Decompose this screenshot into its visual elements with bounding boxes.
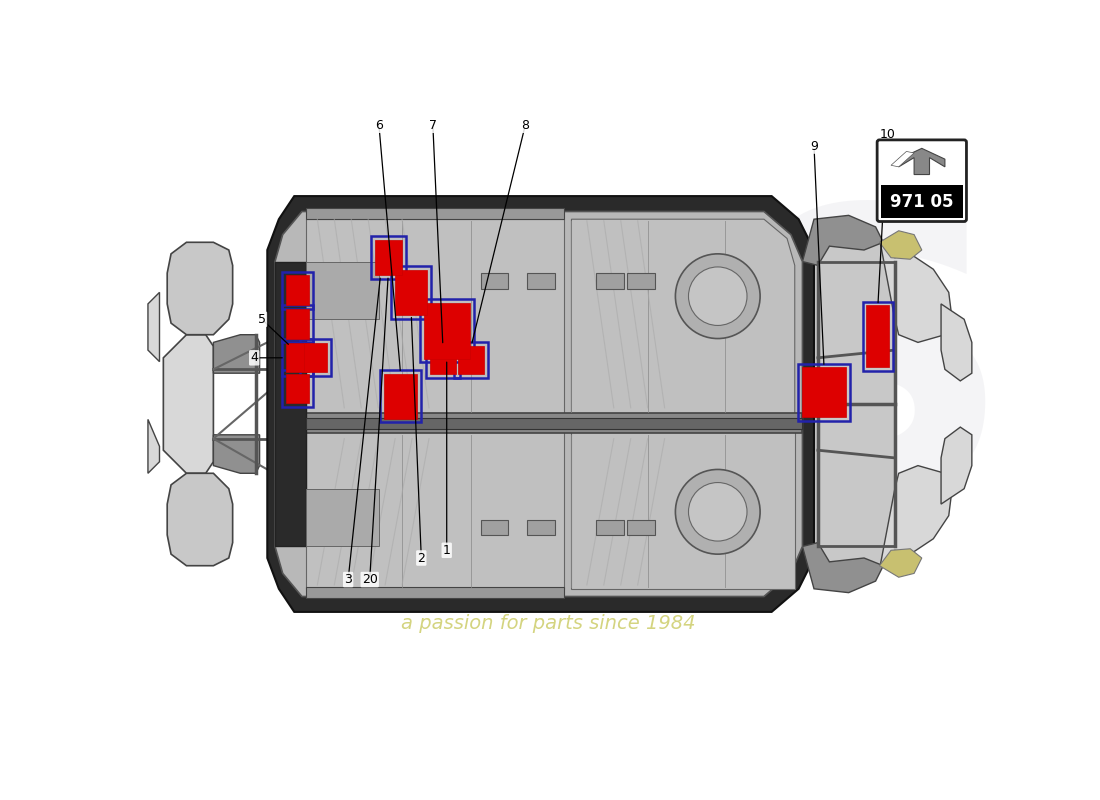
Text: 5: 5 (257, 313, 266, 326)
Bar (430, 346, 455, 374)
Bar (300, 339, 331, 376)
Bar (371, 236, 406, 279)
Polygon shape (306, 208, 563, 219)
Text: 7: 7 (429, 118, 437, 132)
Circle shape (675, 254, 760, 338)
Bar (527, 273, 554, 289)
Text: 2: 2 (417, 551, 426, 565)
Bar (305, 343, 328, 373)
Polygon shape (147, 292, 160, 362)
Polygon shape (306, 423, 563, 589)
FancyBboxPatch shape (877, 140, 967, 222)
Bar (384, 374, 418, 418)
Polygon shape (880, 230, 922, 259)
Polygon shape (167, 242, 233, 334)
Text: 8: 8 (521, 118, 529, 132)
Polygon shape (306, 489, 378, 546)
Bar (459, 346, 484, 374)
Bar (424, 303, 470, 358)
Text: 10: 10 (879, 128, 895, 141)
Circle shape (675, 470, 760, 554)
Text: 3: 3 (344, 573, 352, 586)
Polygon shape (306, 587, 563, 598)
Polygon shape (880, 549, 922, 578)
Bar (426, 342, 460, 378)
Text: 971 05: 971 05 (890, 194, 954, 211)
Polygon shape (306, 414, 803, 434)
Polygon shape (899, 148, 945, 174)
Bar (627, 273, 654, 289)
Bar (375, 240, 402, 275)
Bar (454, 342, 488, 378)
Circle shape (689, 482, 747, 541)
Bar (627, 519, 654, 535)
Polygon shape (213, 435, 260, 474)
Bar (286, 310, 309, 338)
Polygon shape (306, 219, 563, 419)
Text: ES: ES (468, 192, 1014, 570)
Bar (481, 519, 508, 535)
Bar (420, 299, 474, 362)
Polygon shape (803, 230, 895, 578)
Circle shape (689, 267, 747, 326)
Polygon shape (880, 238, 953, 342)
Polygon shape (942, 304, 972, 381)
Text: 6: 6 (375, 118, 383, 132)
Bar (286, 343, 309, 373)
Text: a passion for parts since 1984: a passion for parts since 1984 (402, 614, 695, 633)
Polygon shape (803, 542, 883, 593)
Polygon shape (267, 196, 814, 612)
Polygon shape (880, 466, 953, 570)
Bar (867, 306, 890, 367)
Bar (282, 271, 312, 309)
Polygon shape (306, 262, 378, 319)
Bar (282, 339, 312, 376)
Bar (862, 302, 893, 371)
Bar (282, 370, 312, 407)
Polygon shape (803, 215, 883, 266)
Polygon shape (275, 211, 803, 597)
Polygon shape (942, 427, 972, 504)
Bar (286, 275, 309, 305)
Polygon shape (147, 419, 160, 474)
Bar (379, 370, 421, 422)
Text: 20: 20 (362, 573, 377, 586)
Bar (802, 367, 846, 418)
Text: 1: 1 (443, 544, 451, 557)
Text: 9: 9 (810, 139, 818, 153)
Bar (527, 519, 554, 535)
Polygon shape (163, 334, 213, 474)
Bar (392, 266, 431, 318)
Bar (596, 519, 624, 535)
Text: 4: 4 (251, 351, 258, 364)
Polygon shape (891, 151, 914, 167)
Polygon shape (572, 423, 794, 589)
Bar (798, 363, 850, 422)
Polygon shape (167, 474, 233, 566)
Bar (881, 186, 962, 218)
Polygon shape (572, 219, 794, 419)
Bar (282, 306, 312, 342)
Bar (596, 273, 624, 289)
Polygon shape (213, 334, 260, 373)
Bar (481, 273, 508, 289)
Bar (395, 270, 428, 314)
Polygon shape (306, 418, 803, 429)
Polygon shape (275, 262, 306, 546)
Bar (286, 374, 309, 403)
